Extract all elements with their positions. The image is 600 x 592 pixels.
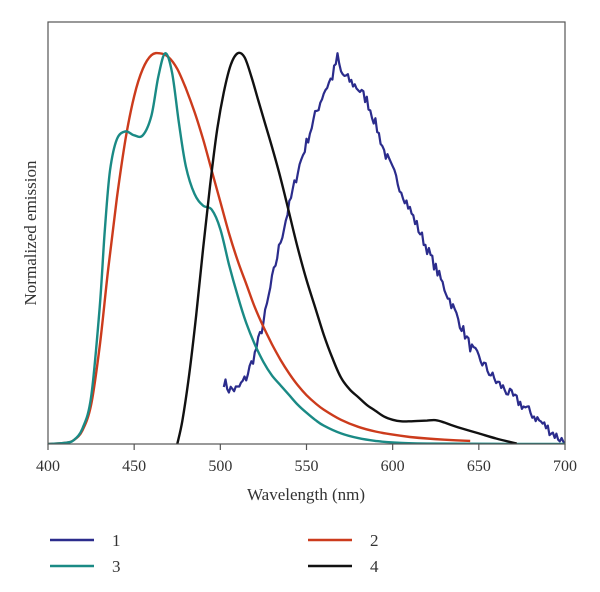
x-tick-label: 500 [208, 458, 232, 475]
legend-label-4: 4 [370, 557, 379, 576]
x-tick-label: 650 [467, 458, 491, 475]
series-3-line [48, 52, 565, 444]
legend-label-2: 2 [370, 531, 379, 550]
x-tick-label: 550 [295, 458, 319, 475]
x-tick-label: 450 [122, 458, 146, 475]
x-axis-label: Wavelength (nm) [247, 485, 365, 504]
legend: 1 2 3 4 [50, 531, 379, 576]
y-axis-label: Normalized emission [21, 160, 40, 305]
x-axis-ticks: 400 450 500 550 600 650 700 [36, 444, 577, 475]
x-tick-label: 700 [553, 458, 577, 475]
series-1-line [222, 52, 565, 444]
series-2-line [48, 51, 471, 444]
series-layer [48, 51, 565, 444]
x-tick-label: 400 [36, 458, 60, 475]
x-tick-label: 600 [381, 458, 405, 475]
legend-label-3: 3 [112, 557, 121, 576]
series-4-line [176, 51, 517, 444]
legend-label-1: 1 [112, 531, 121, 550]
plot-area-frame [47, 21, 566, 445]
